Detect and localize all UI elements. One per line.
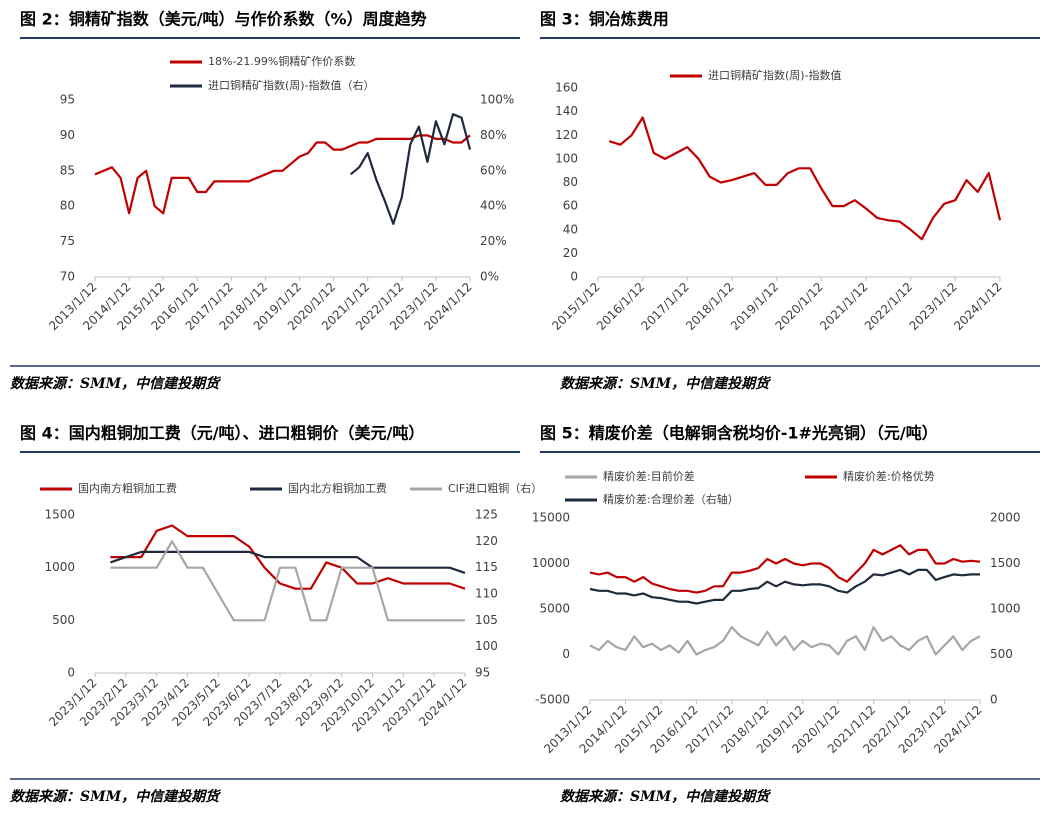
legend-label: 进口铜精矿指数(周)-指数值	[708, 68, 842, 82]
y-tick-label: 90	[60, 128, 75, 142]
y2-tick-label: 125	[475, 508, 498, 522]
x-tick-label: 2024/1/12	[951, 280, 1004, 333]
y2-tick-label: 1500	[990, 556, 1021, 570]
legend-label: CIF进口粗铜（右）	[448, 481, 542, 495]
y2-tick-label: 100	[475, 639, 498, 653]
y-tick-label: 1000	[44, 560, 75, 574]
y-tick-label: 100	[555, 151, 578, 165]
y-tick-label: 0	[562, 647, 570, 661]
source-note: 数据来源：SMM，中信建投期货	[560, 788, 771, 805]
legend-label: 精废价差:目前价差	[603, 469, 695, 483]
y-tick-label: 40	[563, 222, 578, 236]
series-line	[589, 568, 980, 605]
y-tick-label: 75	[60, 234, 75, 248]
y2-tick-label: 100%	[480, 93, 514, 107]
series-line	[110, 550, 466, 574]
y-tick-label: 15000	[532, 511, 570, 525]
y-tick-label: 85	[60, 163, 75, 177]
y2-tick-label: 500	[990, 647, 1013, 661]
y-tick-label: 10000	[532, 556, 570, 570]
source-note: 数据来源：SMM，中信建投期货	[10, 375, 221, 392]
chart-title: 图 5：精废价差（电解铜含税均价-1#光亮铜）（元/吨）	[540, 424, 938, 443]
y2-tick-label: 0%	[480, 270, 499, 284]
y-tick-label: 160	[555, 81, 578, 95]
y-tick-label: 80	[563, 175, 578, 189]
y2-tick-label: 1000	[990, 602, 1021, 616]
series-line	[589, 626, 981, 656]
y-tick-label: 20	[563, 246, 578, 260]
y2-tick-label: 80%	[480, 128, 507, 142]
y-tick-label: -5000	[535, 693, 570, 707]
y-tick-label: 5000	[539, 602, 570, 616]
y2-tick-label: 120	[475, 534, 498, 548]
y2-tick-label: 0	[990, 693, 998, 707]
y2-tick-label: 20%	[480, 234, 507, 248]
y-tick-label: 95	[60, 93, 75, 107]
y-tick-label: 500	[52, 613, 75, 627]
y-tick-label: 70	[60, 270, 75, 284]
y2-tick-label: 2000	[990, 511, 1021, 525]
y-tick-label: 140	[555, 104, 578, 118]
chart-title: 图 2：铜精矿指数（美元/吨）与作价系数（%）周度趋势	[20, 10, 427, 29]
source-note: 数据来源：SMM，中信建投期货	[560, 375, 771, 392]
y2-tick-label: 110	[475, 587, 498, 601]
legend-label: 18%-21.99%铜精矿作价系数	[208, 54, 355, 68]
y-tick-label: 0	[570, 270, 578, 284]
series-line	[110, 540, 465, 622]
y2-tick-label: 95	[475, 666, 490, 680]
y-tick-label: 60	[563, 199, 578, 213]
legend-label: 国内北方粗铜加工费	[288, 481, 387, 495]
chart-title: 图 4：国内粗铜加工费（元/吨）、进口粗铜价（美元/吨）	[20, 424, 424, 443]
y2-tick-label: 40%	[480, 199, 507, 213]
y-tick-label: 0	[67, 666, 75, 680]
y-tick-label: 1500	[44, 508, 75, 522]
y-tick-label: 120	[555, 128, 578, 142]
series-line	[608, 116, 1002, 241]
series-line	[589, 544, 981, 594]
legend-label: 精废价差:合理价差（右轴）	[603, 492, 739, 506]
y2-tick-label: 105	[475, 613, 498, 627]
legend-label: 进口铜精矿指数(周)-指数值（右）	[208, 78, 375, 92]
series-line	[110, 524, 466, 590]
y2-tick-label: 60%	[480, 163, 507, 177]
series-line	[94, 134, 471, 215]
series-line	[350, 113, 472, 225]
legend-label: 国内南方粗铜加工费	[78, 481, 177, 495]
legend-label: 精废价差:价格优势	[843, 469, 935, 483]
source-note: 数据来源：SMM，中信建投期货	[10, 788, 221, 805]
chart-title: 图 3：铜冶炼费用	[540, 10, 669, 29]
y2-tick-label: 115	[475, 560, 498, 574]
y-tick-label: 80	[60, 199, 75, 213]
